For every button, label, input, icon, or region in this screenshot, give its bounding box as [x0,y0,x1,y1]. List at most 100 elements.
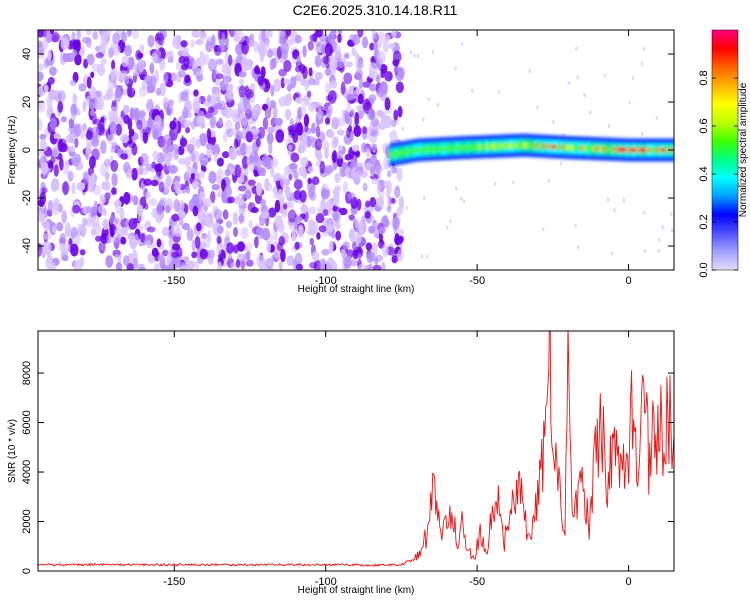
noise-speckle [264,108,272,120]
colorbar-tick-label: 0.8 [698,70,710,85]
signal-band-core [597,146,601,152]
noise-speckle [373,42,379,52]
faint-speckle [552,120,555,125]
noise-speckle [120,133,130,144]
signal-band-core [600,146,603,152]
noise-speckle [83,58,89,69]
spectrogram-x-ticks: -150 -100 -50 0 [163,30,632,287]
noise-speckle [237,101,244,111]
noise-speckle [315,30,323,38]
signal-band-core [415,147,419,153]
noise-speckle [353,125,362,137]
noise-speckle [270,117,277,128]
faint-speckle [643,249,647,254]
faint-speckle [470,88,474,93]
noise-speckle [227,54,233,66]
noise-speckle [376,50,386,65]
noise-speckle [397,249,404,262]
noise-speckle [288,173,293,181]
noise-speckle [173,180,181,192]
noise-speckle [345,61,353,68]
noise-speckle [218,117,223,126]
noise-speckle [200,159,208,166]
signal-band-core [403,149,407,155]
signal-band-core [406,149,409,155]
noise-speckle [93,184,102,196]
noise-speckle [113,217,120,225]
noise-speckle [311,122,316,135]
noise-speckle [278,235,286,246]
noise-speckle [191,30,201,37]
noise-speckle [227,196,235,204]
signal-band-core [575,145,579,151]
noise-speckle [111,59,116,71]
noise-speckle [47,200,54,213]
noise-speckle [354,50,359,59]
noise-speckle [393,109,399,121]
noise-speckle [382,39,389,53]
noise-speckle [50,180,60,192]
noise-speckle [225,220,233,229]
noise-speckle [195,39,204,46]
spectrogram-y-ticks: -40 -20 0 20 40 [21,48,674,254]
noise-speckle [262,117,269,130]
noise-speckle [163,180,170,192]
noise-speckle [322,208,329,217]
noise-speckle [49,30,55,35]
noise-speckle [296,55,301,63]
noise-speckle [85,142,92,156]
noise-speckle [192,67,198,76]
signal-band-core [517,142,521,148]
noise-speckle [156,238,162,248]
noise-speckle [304,124,309,133]
noise-speckle [85,130,93,141]
noise-speckle [375,74,381,83]
faint-speckle [431,49,435,54]
noise-speckle [113,44,121,56]
faint-speckle [460,42,464,47]
noise-speckle [397,235,404,244]
faint-speckle [670,212,673,217]
spectrogram-y-tick-label: -40 [21,238,33,254]
noise-speckle [371,242,378,256]
faint-speckle [422,117,425,122]
noise-speckle [365,200,371,208]
noise-speckle [189,152,196,162]
noise-speckle [313,102,323,109]
noise-speckle [280,174,288,189]
signal-band-core [408,148,412,154]
noise-speckle [131,109,136,116]
noise-speckle [131,167,138,181]
noise-speckle [196,115,205,126]
signal-band-core [590,145,593,152]
noise-speckle [398,196,405,209]
signal-band-core [503,143,506,149]
noise-speckle [86,206,93,213]
faint-speckle [426,254,429,259]
noise-speckle [77,223,84,233]
noise-speckle [208,249,215,259]
noise-speckle [82,171,89,186]
snr-x-tick-label: -150 [163,576,185,588]
noise-speckle [274,199,281,213]
noise-speckle [338,207,348,216]
noise-speckle [238,78,245,86]
noise-speckle [50,262,57,270]
noise-speckle [223,106,233,119]
noise-speckle [99,196,107,204]
noise-speckle [207,230,212,242]
noise-speckle [286,84,292,92]
noise-speckle [230,261,236,270]
noise-speckle [121,31,128,43]
noise-speckle [318,225,327,233]
noise-speckle [145,163,153,172]
noise-speckle [115,87,122,99]
noise-speckle [47,161,54,169]
noise-speckle [128,218,138,230]
faint-speckle [423,196,426,201]
noise-speckle [251,128,260,135]
noise-speckle [307,40,314,51]
noise-speckle [357,263,367,270]
noise-speckle [145,100,153,113]
noise-speckle [272,230,279,241]
